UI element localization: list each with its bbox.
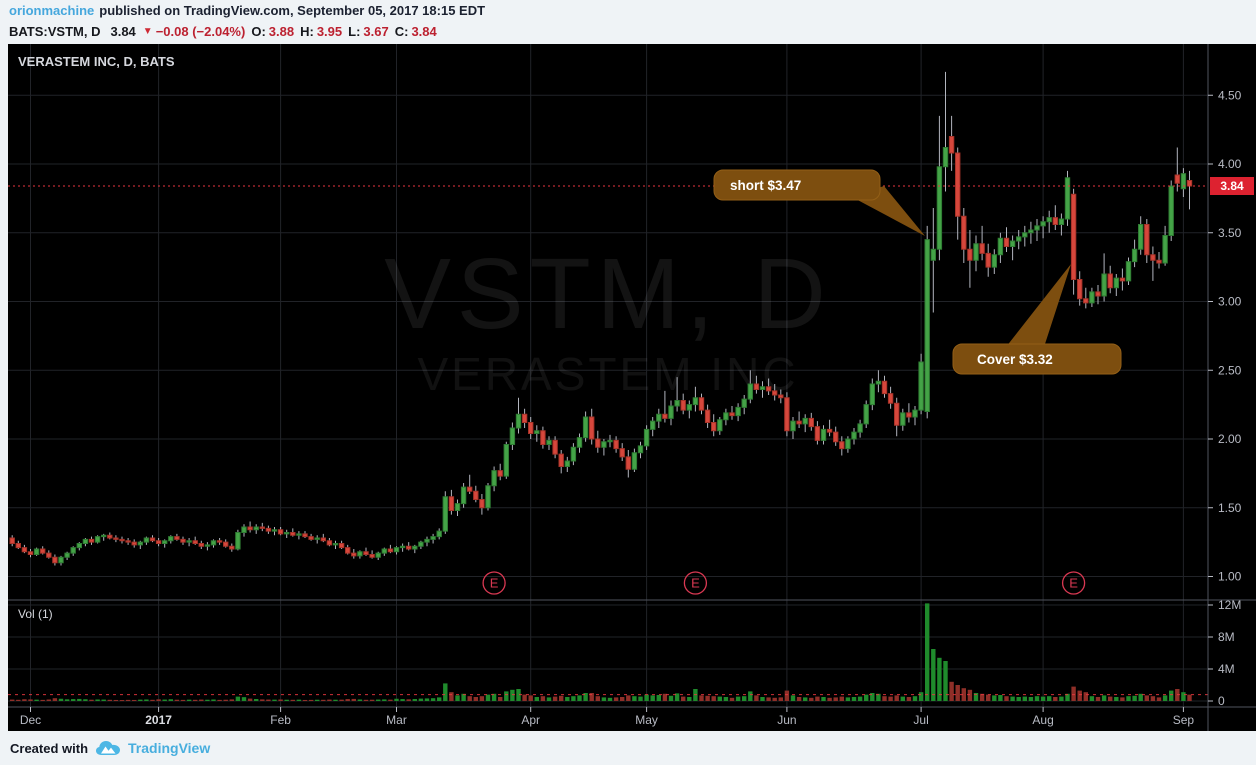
- axes[interactable]: 4.50 4.00 3.50 3.00 2.50 2.00 1.50 1.00 3.84 12M 8…: [20, 88, 1254, 727]
- open-label: O:: [251, 23, 266, 39]
- volume-bars: [10, 603, 1192, 702]
- low-value: 3.67: [363, 23, 389, 39]
- svg-text:Apr: Apr: [521, 713, 540, 727]
- svg-text:3.50: 3.50: [1218, 226, 1242, 240]
- svg-text:2.50: 2.50: [1218, 363, 1242, 377]
- low-label: L:: [348, 23, 361, 39]
- svg-text:2.00: 2.00: [1218, 432, 1242, 446]
- svg-text:E: E: [1069, 576, 1078, 591]
- svg-text:4M: 4M: [1218, 662, 1235, 676]
- annotation-callout[interactable]: short $3.47: [713, 169, 925, 236]
- last-price: 3.84: [110, 23, 136, 39]
- svg-text:8M: 8M: [1218, 630, 1235, 644]
- svg-text:0: 0: [1218, 694, 1225, 708]
- close-label: C:: [394, 23, 409, 39]
- symbol-info-bar: BATS:VSTM, D 3.84 ▼ −0.08 (−2.04%) O: 3.…: [0, 21, 1256, 41]
- svg-text:E: E: [490, 576, 499, 591]
- author-link[interactable]: orionmachine: [9, 3, 95, 18]
- svg-text:Feb: Feb: [270, 713, 291, 727]
- down-triangle-icon: ▼: [142, 25, 153, 37]
- svg-text:12M: 12M: [1218, 598, 1241, 612]
- svg-text:VSTM, D: VSTM, D: [384, 238, 832, 350]
- svg-text:Sep: Sep: [1173, 713, 1195, 727]
- high-value: 3.95: [316, 23, 343, 39]
- footer-bar: Created with TradingView: [0, 731, 1256, 765]
- publish-text: published on TradingView.com, September …: [99, 3, 486, 18]
- earnings-icon: [683, 571, 708, 595]
- high-label: H:: [300, 23, 314, 39]
- tradingview-brand-link[interactable]: TradingView: [128, 740, 211, 756]
- annotations: short $3.47 Cover $3.32: [713, 169, 1122, 375]
- chart-area[interactable]: VSTM, D VERASTEM INC 4.50 4.00 3.50 3.00 2.50 2…: [8, 44, 1256, 731]
- svg-text:4.50: 4.50: [1218, 88, 1242, 102]
- earnings-icon: [1061, 571, 1086, 595]
- svg-text:VERASTEM INC: VERASTEM INC: [417, 348, 798, 400]
- close-value: 3.84: [411, 23, 437, 39]
- svg-text:4.00: 4.00: [1218, 157, 1242, 171]
- publish-info-bar: orionmachine published on TradingView.co…: [0, 0, 1256, 21]
- svg-text:Mar: Mar: [386, 713, 407, 727]
- price-change: −0.08 (−2.04%): [155, 23, 246, 39]
- last-price-line: [8, 185, 1208, 696]
- volume-pane-label: Vol (1): [18, 607, 53, 621]
- pane-separators: [8, 44, 1256, 731]
- svg-text:1.50: 1.50: [1218, 501, 1242, 515]
- candles: [9, 71, 1193, 566]
- svg-text:Dec: Dec: [20, 713, 41, 727]
- last-price-badge: [1210, 177, 1254, 195]
- svg-text:May: May: [635, 713, 658, 727]
- tradingview-logo-icon: [96, 741, 121, 755]
- svg-text:1.00: 1.00: [1218, 570, 1242, 584]
- open-value: 3.88: [268, 23, 295, 39]
- svg-text:E: E: [691, 576, 700, 591]
- annotation-callout[interactable]: Cover $3.32: [952, 264, 1122, 375]
- svg-text:3.84: 3.84: [1220, 179, 1244, 193]
- svg-text:short $3.47: short $3.47: [730, 178, 801, 193]
- symbol-name[interactable]: BATS:VSTM, D: [9, 23, 101, 39]
- svg-text:Cover $3.32: Cover $3.32: [977, 352, 1053, 367]
- svg-text:2017: 2017: [145, 713, 172, 727]
- created-with-text: Created with: [10, 740, 89, 756]
- pane-titles: VERASTEM INC, D, BATS Vol (1): [18, 54, 175, 621]
- chart-legend-title: VERASTEM INC, D, BATS: [18, 54, 175, 69]
- svg-text:Jun: Jun: [777, 713, 796, 727]
- svg-text:3.00: 3.00: [1218, 295, 1242, 309]
- svg-text:Aug: Aug: [1032, 713, 1053, 727]
- svg-text:Jul: Jul: [913, 713, 928, 727]
- earnings-icon: [482, 571, 506, 595]
